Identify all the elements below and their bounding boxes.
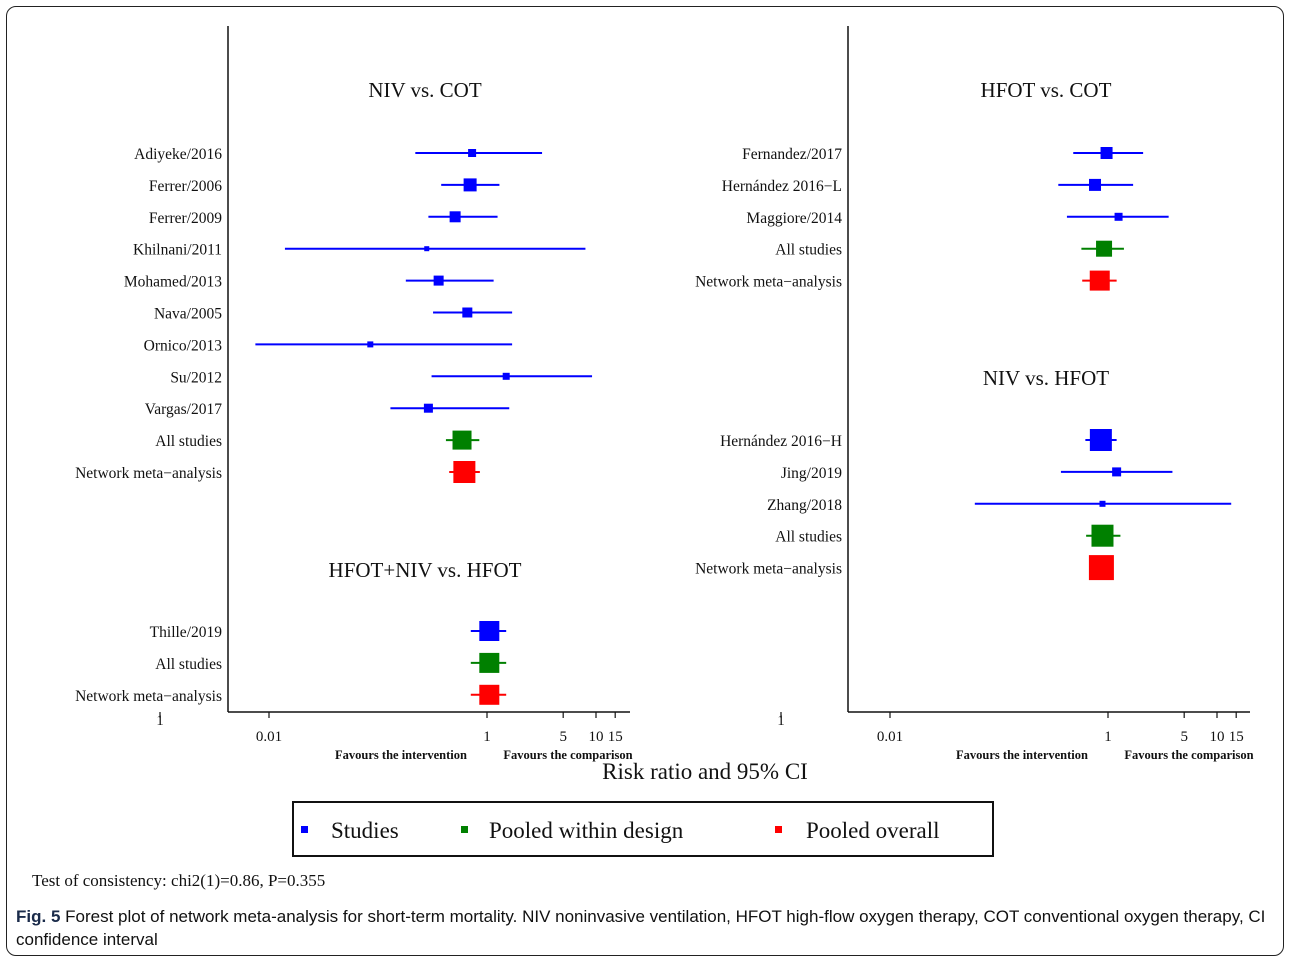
point-estimate-marker xyxy=(1089,270,1110,291)
row-label: Network meta−analysis xyxy=(75,465,222,482)
point-estimate-marker xyxy=(1088,555,1114,581)
point-estimate-marker xyxy=(1096,240,1113,257)
row-label: Ferrer/2009 xyxy=(149,210,222,227)
x-tick-label: 5 xyxy=(1180,729,1188,745)
point-estimate-marker xyxy=(1089,178,1102,191)
point-estimate-marker xyxy=(449,211,461,223)
favours-intervention-label: Favours the intervention xyxy=(956,748,1088,762)
point-estimate-marker xyxy=(479,652,500,673)
point-estimate-marker xyxy=(462,307,473,318)
row-label: All studies xyxy=(775,242,842,259)
row-label: Jing/2019 xyxy=(781,465,842,482)
point-estimate-marker xyxy=(479,621,500,641)
row-label: Network meta−analysis xyxy=(695,561,842,578)
legend-label: Pooled overall xyxy=(806,818,940,843)
x-tick-label: 1 xyxy=(483,729,491,745)
x-tick-label: 15 xyxy=(608,729,623,745)
row-label: Zhang/2018 xyxy=(767,497,842,514)
row-label: Vargas/2017 xyxy=(145,401,222,418)
row-label: Network meta−analysis xyxy=(75,688,222,705)
legend-marker xyxy=(461,826,468,833)
favours-comparison-label: Favours the comparison xyxy=(503,748,632,762)
legend-label: Studies xyxy=(331,818,399,843)
favours-comparison-label: Favours the comparison xyxy=(1124,748,1253,762)
row-label: Su/2012 xyxy=(170,369,222,386)
x-tick-label: 1 xyxy=(1104,729,1112,745)
row-label: Maggiore/2014 xyxy=(746,210,842,227)
point-estimate-marker xyxy=(1114,212,1123,221)
row-label: Hernández 2016−H xyxy=(720,433,842,450)
row-label: Khilnani/2011 xyxy=(133,242,222,259)
figure-frame xyxy=(6,6,1284,956)
row-label: Ornico/2013 xyxy=(144,337,223,354)
point-estimate-marker xyxy=(367,341,374,348)
point-estimate-marker xyxy=(1112,467,1122,477)
x-tick-label: 15 xyxy=(1229,729,1244,745)
point-estimate-marker xyxy=(423,403,433,413)
x-tick-label: 10 xyxy=(589,729,604,745)
x-tick-label: 10 xyxy=(1210,729,1225,745)
row-label: Network meta−analysis xyxy=(695,274,842,291)
group-title: NIV vs. COT xyxy=(368,78,482,102)
x-axis-title: Risk ratio and 95% CI xyxy=(602,759,808,784)
legend-label: Pooled within design xyxy=(489,818,684,843)
row-label: All studies xyxy=(155,656,222,673)
point-estimate-marker xyxy=(453,461,476,483)
x-tick-label: 1 xyxy=(777,713,785,729)
legend-box xyxy=(292,801,994,857)
x-tick-label: 0.01 xyxy=(256,729,282,745)
x-tick-label: 5 xyxy=(559,729,567,745)
point-estimate-marker xyxy=(1091,524,1114,547)
figure-caption: Fig. 5 Forest plot of network meta-analy… xyxy=(16,905,1266,951)
row-label: Hernández 2016−L xyxy=(722,178,842,195)
x-tick-label: 1 xyxy=(156,713,164,729)
row-label: All studies xyxy=(155,433,222,450)
favours-intervention-label: Favours the intervention xyxy=(335,748,467,762)
point-estimate-marker xyxy=(433,275,444,286)
point-estimate-marker xyxy=(424,246,430,252)
group-title: NIV vs. HFOT xyxy=(983,366,1109,390)
point-estimate-marker xyxy=(463,178,477,192)
point-estimate-marker xyxy=(479,684,500,705)
consistency-test-text: Test of consistency: chi2(1)=0.86, P=0.3… xyxy=(32,871,326,890)
row-label: Mohamed/2013 xyxy=(124,274,222,291)
point-estimate-marker xyxy=(468,149,477,157)
row-label: Ferrer/2006 xyxy=(149,178,222,195)
x-tick-label: 0.01 xyxy=(877,729,903,745)
point-estimate-marker xyxy=(502,372,510,380)
point-estimate-marker xyxy=(452,430,472,450)
point-estimate-marker xyxy=(1099,500,1106,507)
row-label: Nava/2005 xyxy=(154,306,222,323)
figure-label: Fig. 5 xyxy=(16,907,61,926)
row-label: Adiyeke/2016 xyxy=(134,146,222,163)
row-label: Fernandez/2017 xyxy=(742,146,842,163)
row-label: Thille/2019 xyxy=(150,624,223,641)
legend-marker xyxy=(775,826,782,833)
point-estimate-marker xyxy=(1089,429,1112,451)
row-label: All studies xyxy=(775,529,842,546)
group-title: HFOT vs. COT xyxy=(981,78,1112,102)
legend-marker xyxy=(301,826,308,833)
caption-text: Forest plot of network meta-analysis for… xyxy=(16,907,1266,949)
group-title: HFOT+NIV vs. HFOT xyxy=(329,558,522,582)
point-estimate-marker xyxy=(1100,147,1113,159)
